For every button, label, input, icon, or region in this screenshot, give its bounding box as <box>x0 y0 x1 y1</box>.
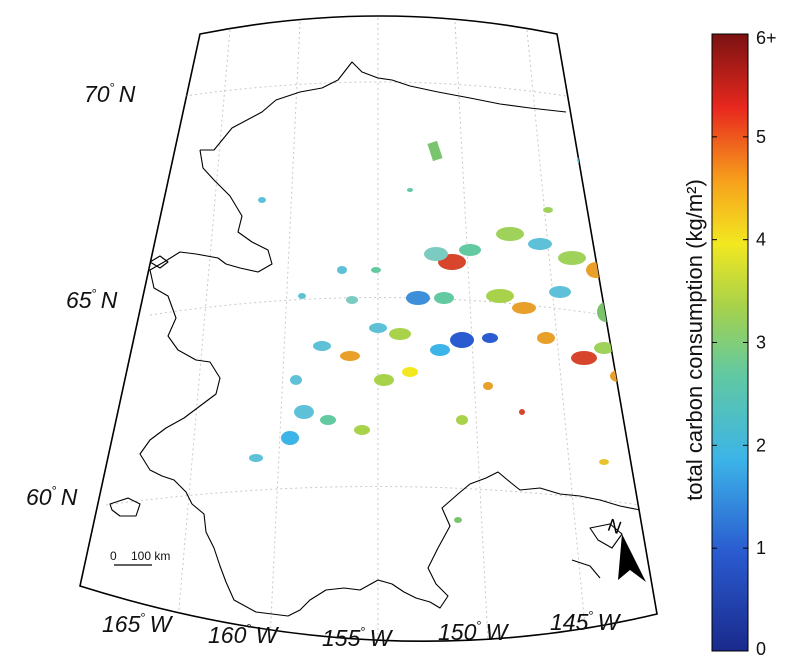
colorbar-ramp <box>711 33 749 652</box>
lon-label-155: 155° W <box>322 624 394 651</box>
lon-label-145: 145° W <box>550 608 622 635</box>
burn-patch <box>434 292 454 304</box>
burn-patch <box>407 188 413 192</box>
burn-patch <box>558 251 586 265</box>
burn-patch <box>482 333 498 343</box>
colorbar-tick-label: 4 <box>756 230 766 250</box>
burn-patch <box>298 293 306 299</box>
colorbar: 0 1 2 3 4 5 6+ total carbon consumption (kg/m²… <box>682 28 777 659</box>
scale-bar-zero: 0 <box>110 549 117 563</box>
lat-label-60: 60° N <box>26 483 78 510</box>
burn-patch <box>456 415 468 425</box>
burn-patch <box>549 286 571 298</box>
burn-patch <box>427 140 443 162</box>
burn-patch <box>313 341 331 351</box>
north-arrow-icon <box>618 534 646 582</box>
burn-patch <box>249 454 263 462</box>
burn-patch <box>594 342 614 354</box>
burn-patch <box>543 207 553 213</box>
burn-patch <box>281 431 299 445</box>
map-frame <box>79 15 658 642</box>
burn-patch <box>496 227 524 241</box>
burn-patch <box>374 374 394 386</box>
latitude-labels: 70° N 65° N 60° N <box>26 80 136 510</box>
burn-patch <box>371 267 381 273</box>
longitude-labels: 165° W 160° W 155° W 150° W 145° W <box>102 608 622 651</box>
colorbar-tick-label: 3 <box>756 333 766 353</box>
burn-patch <box>537 332 555 344</box>
burn-patch <box>369 323 387 333</box>
lat-label-65: 65° N <box>66 286 118 313</box>
north-arrow-label: N <box>605 515 624 538</box>
burn-patch <box>512 302 536 314</box>
lon-label-150: 150° W <box>438 618 510 645</box>
colorbar-tick-label: 1 <box>756 538 766 558</box>
lat-label-70: 70° N <box>84 80 136 107</box>
burn-patch <box>430 344 450 356</box>
burn-patches <box>249 140 626 523</box>
burn-patch <box>599 459 609 465</box>
burn-patch <box>389 328 411 340</box>
burn-patch <box>459 244 481 256</box>
burn-patch <box>346 296 358 304</box>
burn-patch <box>528 238 552 250</box>
burn-patch <box>610 370 626 382</box>
burn-patch <box>577 157 583 163</box>
burn-patch <box>486 289 514 303</box>
burn-patch <box>571 351 597 365</box>
burn-patch <box>340 351 360 361</box>
scale-bar: 0 100 km <box>110 549 170 566</box>
burn-patch <box>450 332 474 348</box>
coastline <box>139 61 657 617</box>
burn-patch <box>483 382 493 390</box>
colorbar-title: total carbon consumption (kg/m²) <box>682 179 707 501</box>
burn-patch <box>337 266 347 274</box>
burn-patch <box>290 375 302 385</box>
colorbar-tick-label: 2 <box>756 435 766 455</box>
burn-patch <box>406 291 430 305</box>
colorbar-tick-label: 6+ <box>756 28 777 48</box>
scale-bar-distance: 100 km <box>131 549 170 563</box>
burn-patch <box>354 425 370 435</box>
north-arrow: N <box>605 515 646 582</box>
colorbar-tick-label: 5 <box>756 127 766 147</box>
burn-patch <box>424 247 448 261</box>
lon-label-160: 160° W <box>208 621 280 648</box>
burn-patch <box>402 367 418 377</box>
lon-label-165: 165° W <box>102 610 174 637</box>
burn-patch <box>320 415 336 425</box>
burn-patch <box>597 302 615 322</box>
burn-patch <box>586 262 606 278</box>
burn-patch <box>454 517 462 523</box>
burn-patch <box>519 409 525 415</box>
burn-patch <box>258 197 266 203</box>
colorbar-tick-label: 0 <box>756 639 766 659</box>
burn-patch <box>294 405 314 419</box>
